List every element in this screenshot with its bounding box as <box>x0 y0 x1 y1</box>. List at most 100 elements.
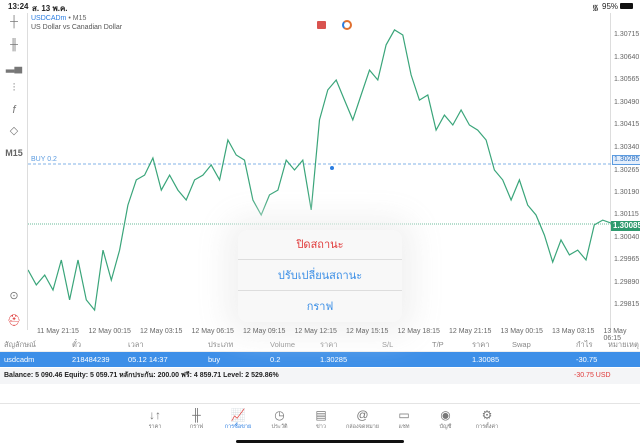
price-chart[interactable]: USDCADm • M15 US Dollar vs Canadian Doll… <box>27 13 612 330</box>
balance-summary: Balance: 5 090.46 Equity: 5 059.71 หลักป… <box>4 372 279 379</box>
tab-icon: ▭ <box>398 408 410 422</box>
y-tick-label: 1.30265 <box>614 167 640 174</box>
tab-label: ประวัติ <box>271 424 288 430</box>
y-tick-label: 1.30115 <box>614 211 639 218</box>
tab-label: กราฟ <box>189 424 204 430</box>
y-tick-label: 1.30715 <box>614 31 640 38</box>
y-tick-label: 1.30490 <box>614 98 640 106</box>
modify-position-button[interactable]: ปรับเปลี่ยนสถานะ <box>238 261 402 291</box>
battery-icon <box>620 3 633 9</box>
y-tick-label: 1.30340 <box>614 143 640 151</box>
tab-label: กล่องจดหมาย <box>345 424 380 430</box>
table-cell: 1.30085 <box>472 355 500 364</box>
column-header[interactable]: ประเภท <box>208 340 234 349</box>
one-click-trading-icon[interactable]: ⛑ <box>7 315 21 327</box>
tab-6[interactable]: ▭ แชท <box>384 408 424 431</box>
column-header[interactable]: Swap <box>512 340 531 349</box>
price-line <box>28 29 612 312</box>
buy-level-label: BUY 0.2 <box>31 156 57 163</box>
status-date: ส. 13 พ.ค. <box>32 4 68 13</box>
crosshair-icon[interactable]: ┼ <box>10 16 18 28</box>
tab-label: ข่าว <box>316 424 326 430</box>
settings-sliders-icon[interactable]: ⫶ <box>12 82 16 94</box>
y-tick-label: 1.30565 <box>614 76 640 83</box>
chart-type-icon[interactable]: ╫ <box>10 39 18 51</box>
tab-icon: @ <box>356 408 369 422</box>
x-tick-label: 12 May 18:15 <box>397 328 440 335</box>
chart-button[interactable]: กราฟ <box>306 301 334 313</box>
tab-icon: ▤ <box>315 408 327 422</box>
table-cell: 1.30285 <box>320 355 348 364</box>
table-cell: usdcadm <box>4 355 35 364</box>
x-tick-label: 13 May 03:15 <box>552 328 595 335</box>
position-action-menu: ปิดสถานะ ปรับเปลี่ยนสถานะ กราฟ <box>238 230 402 322</box>
chart-description: US Dollar vs Canadian Dollar <box>31 24 123 31</box>
wifi-icon: ᯾ <box>592 3 599 12</box>
current-price-tag: 1.30085 <box>611 221 640 231</box>
buy-price-tag: 1.30285 <box>612 155 640 165</box>
table-cell: 05.12 14:37 <box>128 355 168 364</box>
tab-label: การซื้อขาย <box>224 424 252 430</box>
home-indicator <box>236 440 404 443</box>
y-tick-label: 1.29965 <box>614 256 640 263</box>
timeframe-button[interactable]: M15 <box>5 148 23 158</box>
y-tick-label: 1.30415 <box>614 121 640 128</box>
column-header[interactable]: สัญลักษณ์ <box>4 340 37 349</box>
tab-icon: ↓↑ <box>149 408 161 422</box>
column-header[interactable]: T/P <box>432 340 444 349</box>
tab-label: แชท <box>398 424 410 430</box>
balance-row: Balance: 5 090.46 Equity: 5 059.71 หลักป… <box>0 368 640 384</box>
tab-2[interactable]: 📈 การซื้อขาย <box>218 408 258 431</box>
x-tick-label: 12 May 09:15 <box>243 328 286 335</box>
chart-symbol: USDCADm <box>31 15 67 22</box>
x-tick-label: 12 May 21:15 <box>449 328 492 335</box>
tab-icon: ⚙ <box>481 408 493 422</box>
table-row[interactable]: usdcadm 218484239 05.12 14:37 buy 0.2 1.30285… <box>0 352 640 367</box>
total-profit: -30.75 USD <box>574 372 611 379</box>
x-tick-label: 12 May 15:15 <box>346 328 389 335</box>
tab-icon: ◉ <box>440 408 451 422</box>
column-header[interactable]: ราคา <box>472 340 490 349</box>
chart-timeframe: • M15 <box>68 15 87 22</box>
tab-3[interactable]: ◷ ประวัติ <box>260 408 300 431</box>
indicators-icon[interactable]: ▂▄ <box>5 61 23 73</box>
tab-8[interactable]: ⚙ การตั้งค่า <box>467 408 507 431</box>
column-header[interactable]: ตั๋ว <box>72 340 82 349</box>
column-header[interactable]: Volume <box>270 340 296 349</box>
trade-icon[interactable] <box>317 21 326 29</box>
chart-plot <box>28 29 612 312</box>
column-header[interactable]: เวลา <box>128 340 144 349</box>
x-tick-label: 12 May 06:15 <box>191 328 234 335</box>
table-cell: 0.2 <box>270 355 281 364</box>
function-icon[interactable]: f <box>12 104 16 116</box>
column-header[interactable]: หมายเหตุ <box>608 340 639 349</box>
column-header[interactable]: S/L <box>382 340 394 349</box>
status-bar: 13:24 ส. 13 พ.ค. ᯾ 95% <box>0 0 640 13</box>
tab-5[interactable]: @ กล่องจดหมาย <box>343 408 383 431</box>
entry-marker <box>330 166 334 170</box>
objects-icon[interactable]: ◇ <box>9 125 19 137</box>
tab-0[interactable]: ↓↑ ราคา <box>135 408 175 431</box>
tab-7[interactable]: ◉ บัญชี <box>426 408 466 431</box>
status-time: 13:24 <box>8 2 29 11</box>
tab-icon: ◷ <box>274 408 285 422</box>
table-cell: -30.75 <box>576 355 598 364</box>
zoom-chart-icon[interactable]: ⊙ <box>9 290 19 302</box>
table-cell: 218484239 <box>72 355 110 364</box>
sync-icon[interactable] <box>342 20 352 30</box>
table-cell: buy <box>208 355 221 364</box>
tab-icon: 📈 <box>230 408 246 422</box>
column-header[interactable]: ราคา <box>320 340 338 349</box>
tab-label: การตั้งค่า <box>475 424 499 430</box>
y-tick-label: 1.30190 <box>614 188 640 196</box>
tab-1[interactable]: ╫ กราฟ <box>177 408 217 431</box>
table-header: สัญลักษณ์ ตั๋ว เวลา ประเภท Volume ราคา S/L T/P ร… <box>0 337 640 352</box>
tab-label: บัญชี <box>439 424 452 430</box>
x-tick-label: 11 May 21:15 <box>37 328 79 335</box>
y-tick-label: 1.30040 <box>614 233 640 241</box>
battery-level: 95% <box>602 2 619 11</box>
tab-4[interactable]: ▤ ข่าว <box>301 408 341 431</box>
column-header[interactable]: กำไร <box>576 340 593 349</box>
tab-label: ราคา <box>148 424 162 430</box>
close-position-button[interactable]: ปิดสถานะ <box>238 230 402 260</box>
